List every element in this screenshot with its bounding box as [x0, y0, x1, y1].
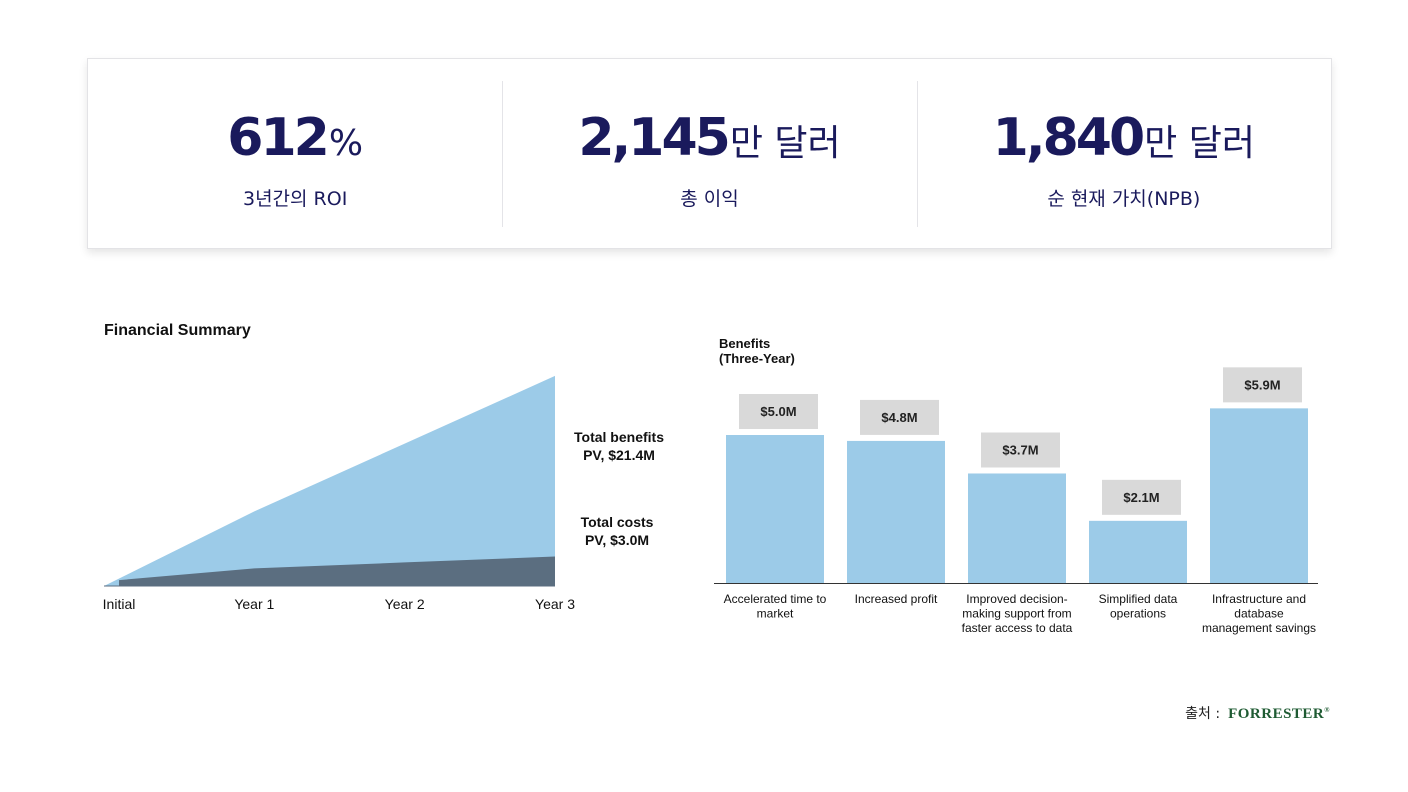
benefits-annotation: Total benefits PV, $21.4M: [555, 428, 683, 464]
category-label: faster access to data: [962, 621, 1073, 635]
bar-value-label: $5.9M: [1244, 377, 1280, 392]
category-label: Improved decision-: [966, 592, 1067, 606]
x-tick-label: Year 1: [234, 596, 275, 612]
bar-value-label: $5.0M: [760, 404, 796, 419]
x-tick-label: Initial: [102, 596, 136, 612]
bar-chart-title: Benefits: [719, 336, 770, 351]
bar: [847, 440, 945, 583]
costs-annotation-line2: PV, $3.0M: [584, 532, 650, 548]
costs-area: [119, 556, 555, 586]
benefits-area: [104, 375, 555, 586]
stat-total-benefit: 2,145만 달러 총 이익: [502, 59, 916, 248]
stat-roi: 612% 3년간의 ROI: [88, 59, 502, 248]
bar-value-box: [1223, 367, 1302, 403]
bar: [968, 473, 1066, 583]
category-label: operations: [1110, 607, 1166, 621]
stat-npv: 1,840만 달러 순 현재 가치(NPB): [916, 59, 1331, 248]
bar-chart-svg: Benefits(Three-Year) $5.0M Accelerated tim…: [714, 336, 1318, 635]
costs-annotation: Total costs PV, $3.0M: [555, 513, 679, 549]
stat-unit: 만 달러: [1144, 123, 1255, 164]
bar-chart-subtitle: (Three-Year): [719, 351, 795, 366]
stat-unit: %: [328, 123, 364, 164]
category-label: Accelerated time to: [724, 592, 827, 606]
bar: [1089, 520, 1187, 583]
bar-value-box: [860, 399, 939, 435]
area-chart-svg: [104, 375, 555, 587]
category-label: making support from: [962, 607, 1071, 621]
category-label: market: [757, 607, 794, 621]
benefits-bar-chart: Benefits (Three-Year) $5.0M Accelerated tim…: [710, 330, 1330, 650]
x-tick-label: Year 3: [535, 596, 575, 612]
benefits-annotation-line2: PV, $21.4M: [583, 447, 655, 463]
stat-label: 순 현재 가치(NPB): [1047, 188, 1201, 210]
x-tick-label: Year 2: [384, 596, 425, 612]
stat-value: 2,145만 달러: [502, 109, 916, 180]
bar-value-box: [981, 432, 1060, 468]
stat-label: 총 이익: [680, 188, 739, 210]
stats-card: 612% 3년간의 ROI 2,145만 달러 총 이익 1,840만 달러 순…: [87, 58, 1332, 249]
stat-value: 612%: [88, 109, 502, 180]
bar-value-box: [739, 394, 818, 429]
bar-value-label: $2.1M: [1123, 490, 1159, 505]
source-credit: 출처 : FORRESTER®: [1185, 703, 1330, 723]
category-label: Increased profit: [855, 592, 938, 606]
category-label: Simplified data: [1099, 592, 1178, 606]
bar-value-label: $4.8M: [881, 410, 917, 425]
stat-unit: 만 달러: [729, 123, 841, 164]
bar-value-box: [1102, 479, 1181, 515]
financial-summary-title: Financial Summary: [104, 322, 251, 339]
bar-value-label: $3.7M: [1002, 442, 1038, 457]
bar: [1210, 408, 1308, 583]
stat-label: 3년간의 ROI: [242, 188, 348, 210]
stat-number: 612: [227, 108, 330, 168]
category-label: database: [1234, 607, 1284, 621]
costs-annotation-line1: Total costs: [580, 514, 654, 530]
bar: [726, 435, 824, 583]
stat-number: 1,840: [992, 108, 1145, 168]
forrester-logo: FORRESTER®: [1228, 706, 1330, 723]
stat-value: 1,840만 달러: [917, 109, 1331, 180]
category-label: Infrastructure and: [1212, 592, 1306, 606]
benefits-annotation-line1: Total benefits: [574, 429, 664, 445]
logo-text: FORRESTER: [1228, 706, 1325, 722]
stat-number: 2,145: [578, 108, 730, 168]
category-label: management savings: [1202, 621, 1316, 635]
registered-mark: ®: [1324, 706, 1330, 714]
financial-summary-chart: Initial Year 1 Year 2 Year 3: [96, 360, 596, 620]
source-label: 출처 :: [1185, 706, 1221, 722]
